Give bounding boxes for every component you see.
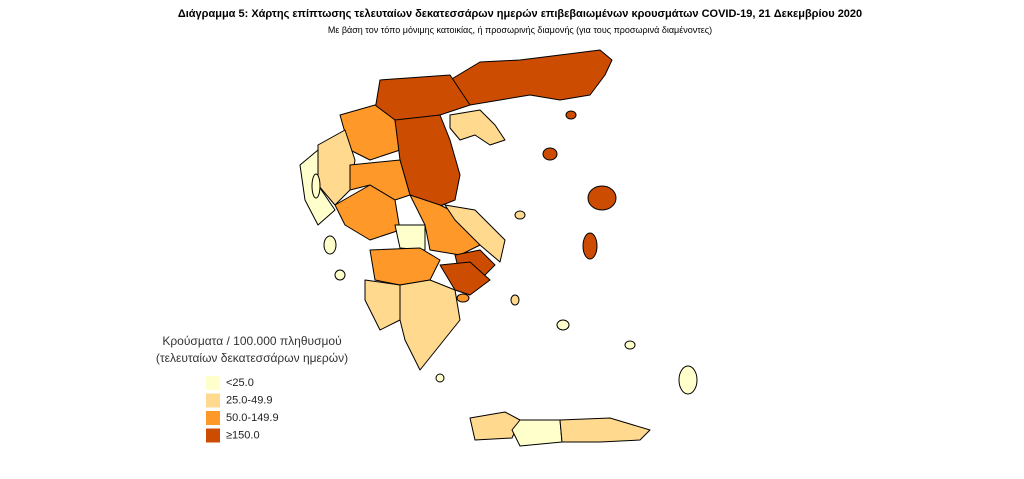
legend-swatch <box>206 411 220 425</box>
island <box>587 185 617 211</box>
legend-title: Κρούσματα / 100.000 πληθυσμού <box>162 334 341 348</box>
island <box>624 340 636 350</box>
title: Διάγραμμα 5: Χάρτης επίπτωσης τελευταίων… <box>178 8 862 20</box>
legend-swatch <box>206 428 220 443</box>
legend-swatch <box>206 376 220 390</box>
region <box>444 204 506 263</box>
subtitle: Με βάση τον τόπο μόνιμης κατοικίας, ή πρ… <box>328 25 712 35</box>
legend-label: 50.0-149.9 <box>226 412 279 424</box>
region <box>399 279 461 371</box>
region <box>439 261 491 296</box>
island <box>678 365 698 395</box>
region <box>559 417 651 443</box>
map <box>299 49 698 447</box>
legend: <25.0 25.0-49.9 50.0-149.9 ≥150.0 <box>206 376 279 443</box>
island <box>456 293 470 303</box>
island <box>334 269 346 281</box>
region <box>444 49 613 106</box>
island <box>565 110 577 120</box>
region <box>469 411 521 441</box>
island <box>556 319 570 331</box>
region <box>394 224 426 251</box>
region <box>511 419 563 447</box>
island <box>514 210 526 220</box>
island <box>542 147 558 161</box>
island <box>582 232 598 260</box>
region <box>369 247 441 286</box>
legend-label: 25.0-49.9 <box>226 394 272 406</box>
legend-label: <25.0 <box>226 377 254 389</box>
island <box>510 294 520 306</box>
region <box>364 279 401 331</box>
region <box>449 109 506 146</box>
legend-label: ≥150.0 <box>226 429 260 441</box>
region <box>409 194 481 256</box>
island <box>435 373 445 383</box>
legend-swatch <box>206 393 220 408</box>
legend-title: (τελευταίων δεκατεσσάρων ημερών) <box>156 351 348 365</box>
island <box>311 173 321 199</box>
island <box>323 235 337 255</box>
